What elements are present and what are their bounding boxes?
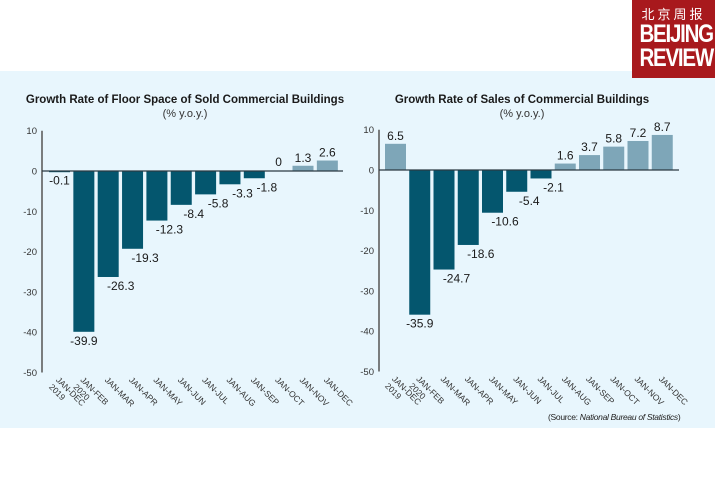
y-tick-label: 10 [26,126,37,137]
bar [627,140,649,170]
bar [122,171,144,249]
data-label: 3.7 [581,140,598,154]
y-tick-label: -40 [360,327,374,338]
data-label: -18.6 [467,247,495,261]
source-suffix: ) [677,412,681,422]
data-label: -35.9 [406,317,434,331]
bar [433,170,455,270]
bar [603,146,625,170]
logo-line-2: REVIEW [639,44,714,72]
y-tick-label: -30 [360,286,374,297]
data-label: -0.1 [49,173,70,187]
bar [146,171,168,221]
bar [195,171,217,195]
bar [219,171,241,185]
beijing-review-logo: 北京周报 BEIJING REVIEW [632,0,715,78]
data-label: -12.3 [156,223,184,237]
y-tick-label: -10 [23,207,37,218]
y-tick-label: -50 [360,367,374,378]
bar [292,165,314,171]
data-label: -39.9 [70,334,98,348]
data-label: -8.4 [183,207,204,221]
data-label: 8.7 [654,120,671,134]
bar [409,170,431,315]
data-label: 1.6 [557,149,574,163]
bar [506,170,528,192]
data-label: -19.3 [131,251,159,265]
chart-title: Growth Rate of Sales of Commercial Build… [395,94,649,106]
y-tick-label: -20 [23,247,37,258]
bar [554,163,576,170]
bar [530,170,552,179]
chart-subtitle: (% y.o.y.) [500,108,545,120]
bar [457,170,479,245]
data-label: 1.3 [295,151,312,165]
bar [579,155,600,170]
bar [97,171,119,277]
bar [316,160,338,171]
data-label: 6.5 [387,129,404,143]
source-name: National Bureau of Statistics [579,412,678,422]
y-tick-label: -10 [360,206,374,217]
data-label: 7.2 [630,126,647,140]
chart-title: Growth Rate of Floor Space of Sold Comme… [26,94,344,106]
y-tick-label: -30 [23,287,37,298]
data-label: -26.3 [107,279,135,293]
data-label: 2.6 [319,146,336,160]
source-note: (Source: National Bureau of Statistics) [548,412,681,422]
data-label: 0 [275,155,282,169]
data-label: -2.1 [543,180,564,194]
bar [243,171,265,179]
chart-subtitle: (% y.o.y.) [163,108,208,120]
y-tick-label: -20 [360,246,374,257]
logo-line-1: BEIJING [639,20,714,48]
bar [385,143,406,170]
data-label: -5.4 [519,194,540,208]
y-tick-label: 10 [363,125,374,136]
y-tick-label: 0 [369,166,374,177]
data-label: -10.6 [491,215,519,229]
chart-panel [0,71,715,428]
logo-chinese-text: 北京周报 [641,8,706,23]
y-tick-label: -50 [23,368,37,379]
data-label: 5.8 [605,132,622,146]
source-prefix: (Source: [548,412,580,422]
data-label: -3.3 [232,186,253,200]
y-tick-label: -40 [23,328,37,339]
bar [73,171,95,332]
bar [482,170,503,213]
bar [170,171,192,205]
data-label: -5.8 [208,196,229,210]
data-label: -1.8 [256,180,277,194]
bar [651,134,673,170]
data-label: -24.7 [443,272,471,286]
y-tick-label: 0 [32,167,37,178]
